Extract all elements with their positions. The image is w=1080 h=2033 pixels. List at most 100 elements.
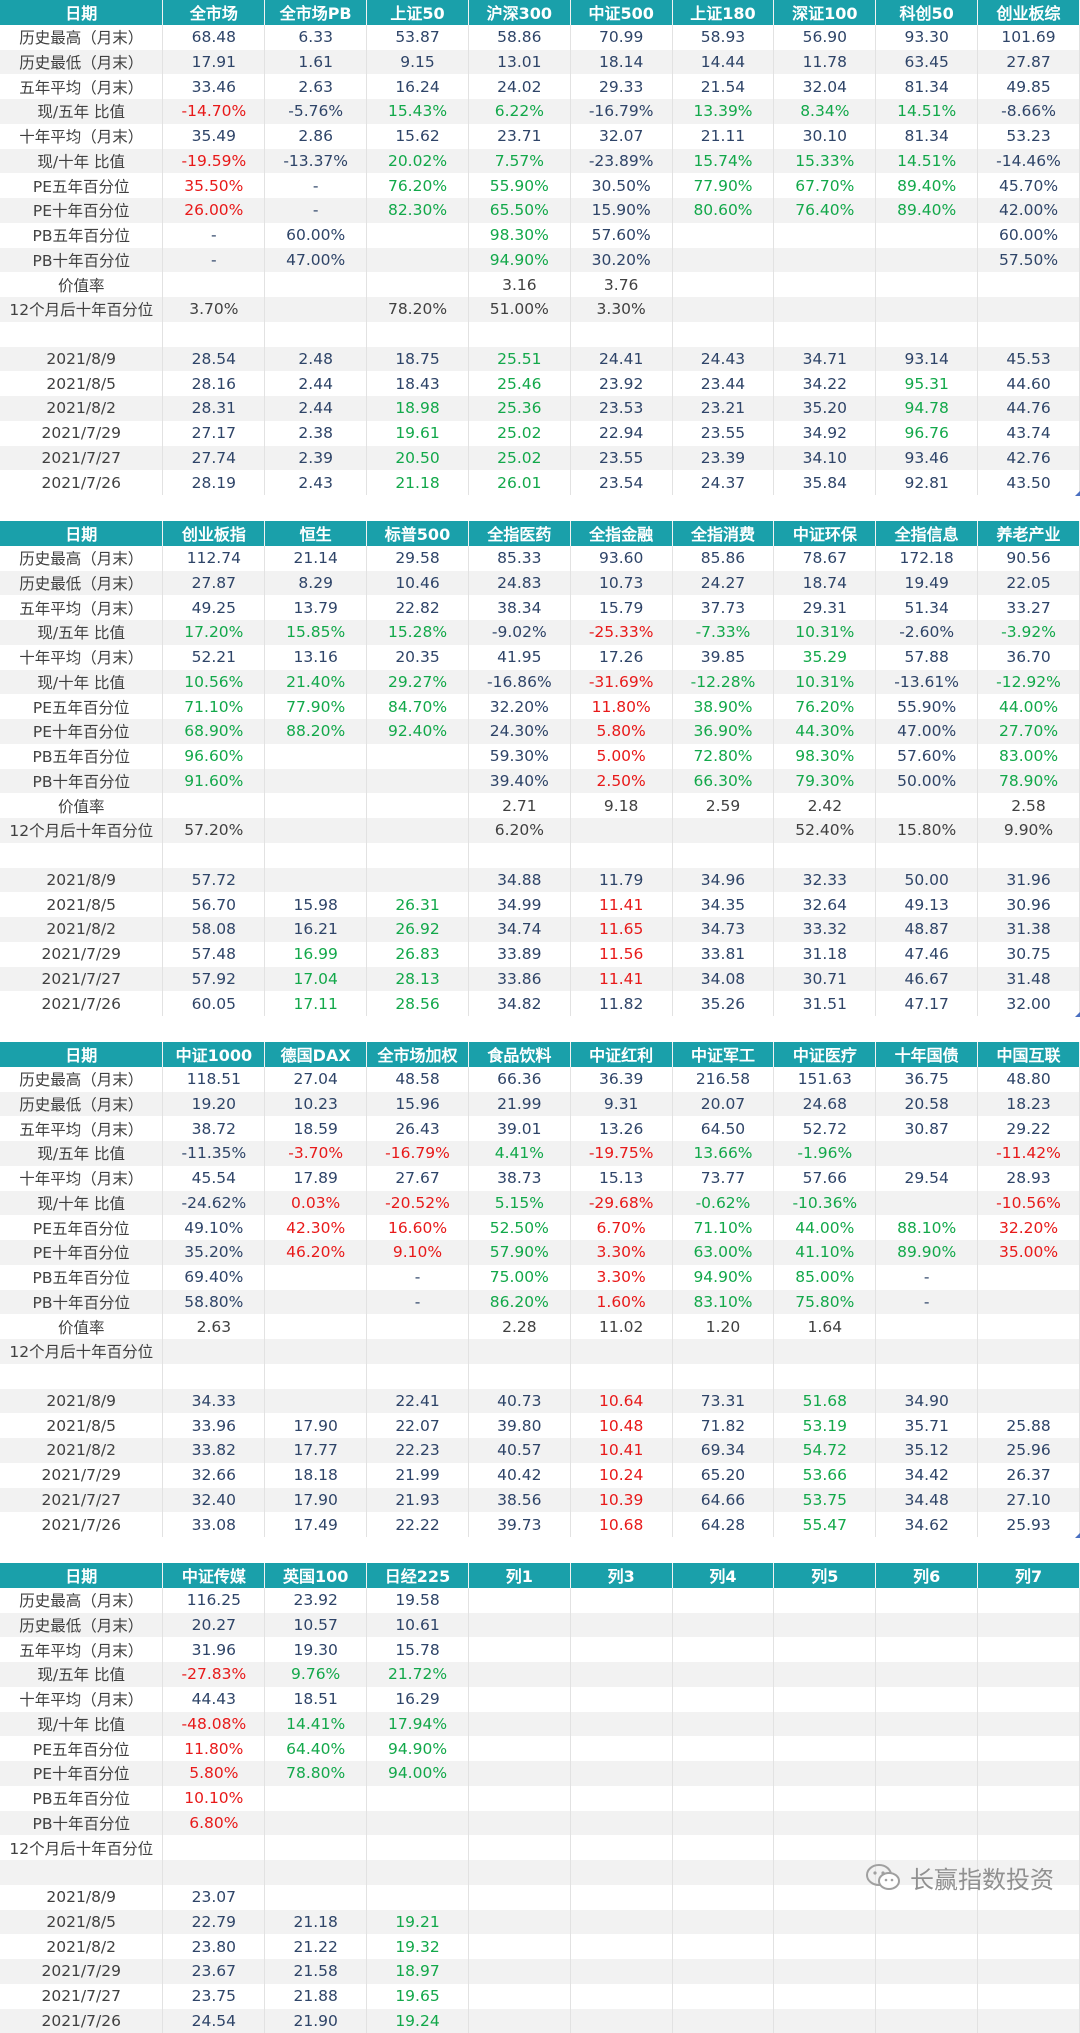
table-cell: -19.59% xyxy=(163,149,265,174)
row-label xyxy=(0,843,163,868)
table-cell xyxy=(367,818,469,843)
table-cell: 11.41 xyxy=(570,967,672,992)
column-header: 日期 xyxy=(0,1563,163,1588)
table-cell xyxy=(163,272,265,297)
table-cell: 57.72 xyxy=(163,868,265,893)
table-cell: 23.92 xyxy=(265,1588,367,1613)
table-cell xyxy=(876,2009,978,2033)
table-cell xyxy=(367,1835,469,1860)
table-cell: 18.97 xyxy=(367,1959,469,1984)
table-cell: 11.02 xyxy=(570,1314,672,1339)
table-cell: 24.68 xyxy=(774,1092,876,1117)
row-label: PE十年百分位 xyxy=(0,198,163,223)
table-cell: 25.51 xyxy=(468,347,570,372)
column-header: 列7 xyxy=(978,1563,1080,1588)
table-cell: 37.73 xyxy=(672,595,774,620)
row-label: 2021/7/26 xyxy=(0,2009,163,2033)
table-cell xyxy=(774,272,876,297)
table-cell: 34.90 xyxy=(876,1389,978,1414)
table-cell: 93.46 xyxy=(876,446,978,471)
table-cell: 81.34 xyxy=(876,124,978,149)
table-cell: 23.71 xyxy=(468,124,570,149)
table-cell xyxy=(672,1364,774,1389)
table-cell: 71.10% xyxy=(672,1215,774,1240)
row-label: 2021/7/26 xyxy=(0,991,163,1016)
table-cell: -2.60% xyxy=(876,620,978,645)
table-cell: 39.40% xyxy=(468,769,570,794)
table-cell: 34.42 xyxy=(876,1463,978,1488)
table-cell: 2.28 xyxy=(468,1314,570,1339)
table-cell: 20.50 xyxy=(367,446,469,471)
table-cell: -9.02% xyxy=(468,620,570,645)
table-cell: 33.32 xyxy=(774,917,876,942)
table-cell xyxy=(876,297,978,322)
table-cell: -12.92% xyxy=(978,670,1080,695)
table-cell xyxy=(774,1364,876,1389)
table-cell xyxy=(672,1811,774,1836)
row-label: PE五年百分位 xyxy=(0,173,163,198)
table-cell: 29.31 xyxy=(774,595,876,620)
table-cell: -13.61% xyxy=(876,670,978,695)
table-cell: 216.58 xyxy=(672,1067,774,1092)
table-cell xyxy=(570,1835,672,1860)
table-cell xyxy=(876,1339,978,1364)
table-cell: 36.39 xyxy=(570,1067,672,1092)
table-cell: 29.54 xyxy=(876,1166,978,1191)
table-cell: 49.13 xyxy=(876,892,978,917)
table-cell: 71.82 xyxy=(672,1413,774,1438)
table-cell xyxy=(876,1910,978,1935)
table-cell: 26.83 xyxy=(367,942,469,967)
table-cell xyxy=(774,1712,876,1737)
table-cell: 39.85 xyxy=(672,645,774,670)
table-cell: 85.86 xyxy=(672,546,774,571)
table-cell: 78.67 xyxy=(774,546,876,571)
table-cell: 101.69 xyxy=(978,25,1080,50)
table-cell xyxy=(978,1588,1080,1613)
table-cell: - xyxy=(876,1290,978,1315)
column-header: 中证红利 xyxy=(570,1042,672,1067)
table-cell xyxy=(774,223,876,248)
table-cell: 94.00% xyxy=(367,1761,469,1786)
table-cell: 71.10% xyxy=(163,694,265,719)
table-cell xyxy=(570,1860,672,1885)
table-cell: 29.22 xyxy=(978,1116,1080,1141)
table-cell: 15.62 xyxy=(367,124,469,149)
table-cell: 22.82 xyxy=(367,595,469,620)
table-cell xyxy=(265,1339,367,1364)
table-cell: 23.92 xyxy=(570,371,672,396)
table-cell: 32.04 xyxy=(774,74,876,99)
table-cell: 79.30% xyxy=(774,769,876,794)
table-cell xyxy=(570,1662,672,1687)
table-cell xyxy=(468,1339,570,1364)
table-cell: 44.60 xyxy=(978,371,1080,396)
table-cell: 39.80 xyxy=(468,1413,570,1438)
table-cell: 24.30% xyxy=(468,719,570,744)
table-cell: 77.90% xyxy=(672,173,774,198)
row-label: PB十年百分位 xyxy=(0,1290,163,1315)
table-cell: 118.51 xyxy=(163,1067,265,1092)
table-cell xyxy=(774,1786,876,1811)
table-cell: 34.22 xyxy=(774,371,876,396)
table-cell: 23.80 xyxy=(163,1934,265,1959)
table-cell xyxy=(978,1835,1080,1860)
table-cell: 9.76% xyxy=(265,1662,367,1687)
table-cell: 30.96 xyxy=(978,892,1080,917)
row-label: PB五年百分位 xyxy=(0,1786,163,1811)
table-cell xyxy=(978,1712,1080,1737)
column-header: 全市场加权 xyxy=(367,1042,469,1067)
table-row xyxy=(0,843,1080,868)
table-cell: 16.99 xyxy=(265,942,367,967)
table-cell xyxy=(876,1835,978,1860)
